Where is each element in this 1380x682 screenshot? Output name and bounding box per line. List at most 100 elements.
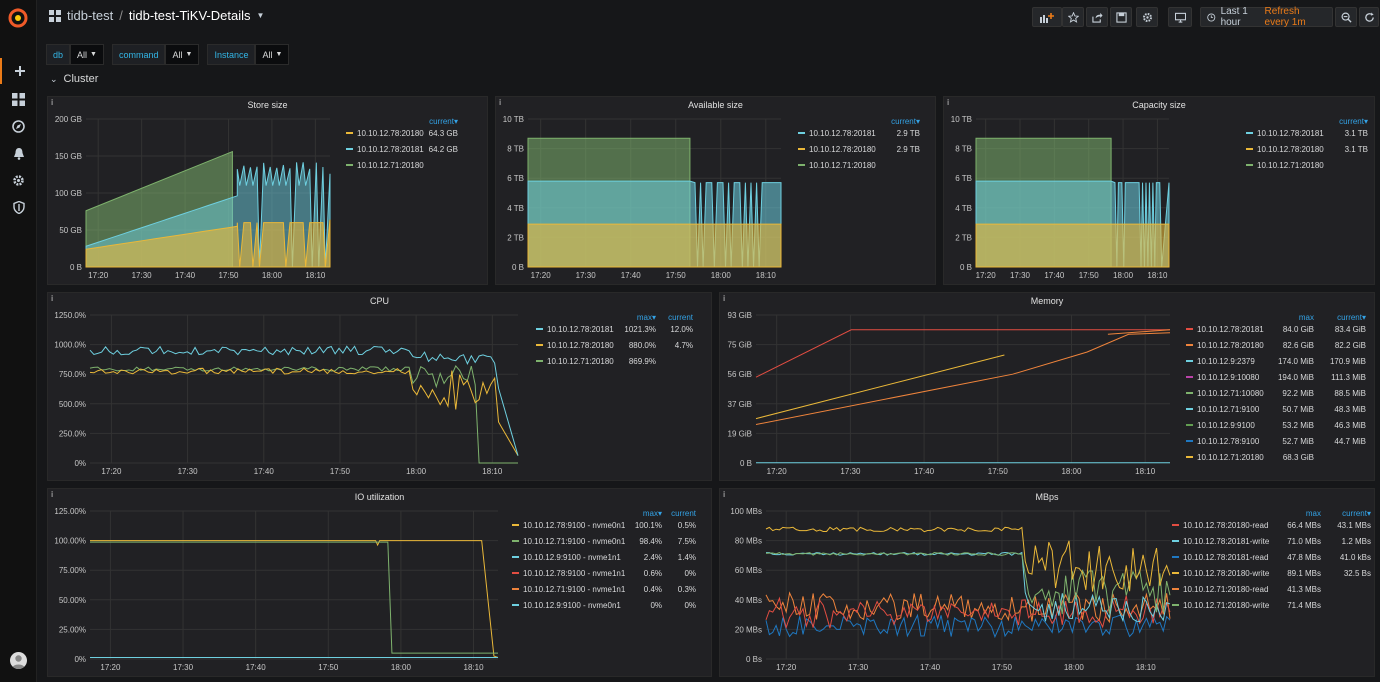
panel-title[interactable]: Available size	[688, 100, 743, 110]
panel-info-icon[interactable]: i	[947, 98, 950, 107]
dashboard-title[interactable]: tidb-test-TiKV-Details	[128, 8, 251, 23]
server-admin-shield-icon[interactable]	[0, 194, 37, 220]
panel-title[interactable]: MBps	[1035, 492, 1059, 502]
legend-item[interactable]: 10.10.12.71:20180 68.3 GiB	[1186, 449, 1372, 465]
legend-header-current[interactable]: current▾	[1337, 313, 1366, 322]
legend-swatch	[1186, 376, 1193, 378]
legend-item[interactable]: 10.10.12.71:20180-write 71.4 MBs	[1172, 597, 1372, 613]
refresh-button[interactable]	[1359, 7, 1379, 27]
legend-header-current[interactable]: current▾	[429, 117, 458, 126]
legend-item[interactable]: 10.10.12.71:20180	[346, 157, 485, 173]
legend-swatch	[798, 132, 805, 134]
panel-io: i IO utilization 125.00% 100.00% 75.00% 50.00…	[47, 488, 712, 677]
legend-swatch	[512, 540, 519, 542]
template-variables: db All ▼ command All ▼ Instance All ▼	[46, 44, 290, 65]
create-icon[interactable]	[0, 58, 37, 84]
legend-swatch	[1172, 540, 1179, 542]
panel-info-icon[interactable]: i	[51, 98, 54, 107]
explore-icon[interactable]	[0, 113, 37, 139]
x-tick-label: 18:10	[482, 467, 503, 476]
panel-info-icon[interactable]: i	[51, 490, 54, 499]
legend-swatch	[346, 164, 353, 166]
legend-item[interactable]: 10.10.12.78:20181 2.9 TB	[798, 125, 933, 141]
legend-item[interactable]: 10.10.12.71:20180-read 41.3 MBs	[1172, 581, 1372, 597]
breadcrumb-folder[interactable]: tidb-test	[67, 8, 114, 23]
variable-select[interactable]: All ▼	[255, 44, 290, 65]
legend-header-max[interactable]: max	[1305, 509, 1321, 518]
y-tick-label: 50.00%	[59, 596, 86, 605]
view-mode-button[interactable]	[1168, 7, 1192, 27]
legend-header-current[interactable]: current▾	[1342, 509, 1371, 518]
legend-header-current[interactable]: current	[668, 313, 693, 322]
legend-item[interactable]: 10.10.12.71:10080 92.2 MiB 88.5 MiB	[1186, 385, 1372, 401]
legend-item[interactable]: 10.10.12.78:20181 64.2 GB	[346, 141, 485, 157]
legend-item[interactable]: 10.10.12.9:9100 - nvme0n1 0% 0%	[512, 597, 709, 613]
legend-item[interactable]: 10.10.12.9:9100 - nvme1n1 2.4% 1.4%	[512, 549, 709, 565]
legend-value-max: 66.4 MBs	[1287, 520, 1321, 530]
time-picker-button[interactable]: Last 1 hour Refresh every 1m	[1200, 6, 1333, 28]
legend-header-max[interactable]: max	[1298, 313, 1314, 322]
legend-item[interactable]: 10.10.12.78:20181-write 71.0 MBs 1.2 MBs	[1172, 533, 1372, 549]
panel-legend: max▾ current 10.10.12.78:9100 - nvme0n1 100…	[512, 509, 709, 678]
star-dashboard-button[interactable]	[1062, 7, 1084, 27]
legend-item[interactable]: 10.10.12.71:9100 - nvme0n1 98.4% 7.5%	[512, 533, 709, 549]
legend-item[interactable]: 10.10.12.78:9100 - nvme0n1 100.1% 0.5%	[512, 517, 709, 533]
panel-info-icon[interactable]: i	[499, 98, 502, 107]
variable-select[interactable]: All ▼	[165, 44, 200, 65]
series-line	[90, 541, 498, 654]
legend-item[interactable]: 10.10.12.78:20180 2.9 TB	[798, 141, 933, 157]
legend-item[interactable]: 10.10.12.71:20180 869.9%	[536, 353, 709, 369]
legend-item[interactable]: 10.10.12.78:20181 3.1 TB	[1246, 125, 1372, 141]
legend-item[interactable]: 10.10.12.71:20180	[798, 157, 933, 173]
legend-item[interactable]: 10.10.12.78:20180 3.1 TB	[1246, 141, 1372, 157]
alerting-bell-icon[interactable]	[0, 140, 37, 166]
legend-header-max[interactable]: max▾	[636, 313, 656, 322]
grafana-logo-icon[interactable]	[7, 6, 29, 28]
legend-item[interactable]: 10.10.12.78:20180 880.0% 4.7%	[536, 337, 709, 353]
variable-select[interactable]: All ▼	[70, 44, 104, 65]
legend-item[interactable]: 10.10.12.78:9100 - nvme1n1 0.6% 0%	[512, 565, 709, 581]
legend-item[interactable]: 10.10.12.78:20181 84.0 GiB 83.4 GiB	[1186, 321, 1372, 337]
configuration-gear-icon[interactable]	[0, 167, 37, 193]
share-dashboard-button[interactable]	[1086, 7, 1108, 27]
legend-header-max[interactable]: max▾	[642, 509, 662, 518]
legend-item[interactable]: 10.10.12.78:20181-read 47.8 MBs 41.0 kBs	[1172, 549, 1372, 565]
add-panel-button[interactable]	[1032, 7, 1062, 27]
panel-title[interactable]: Memory	[1030, 296, 1064, 306]
legend-item[interactable]: 10.10.12.78:9100 52.7 MiB 44.7 MiB	[1186, 433, 1372, 449]
panel-legend: current▾ 10.10.12.78:20181 3.1 TB 10.10.12.…	[1246, 117, 1372, 286]
row-cluster[interactable]: ⌄ Cluster	[50, 73, 98, 85]
legend-item[interactable]: 10.10.12.71:9100 - nvme1n1 0.4% 0.3%	[512, 581, 709, 597]
panel-title[interactable]: IO utilization	[354, 492, 405, 502]
zoom-out-button[interactable]	[1335, 7, 1357, 27]
dashboard-settings-button[interactable]	[1136, 7, 1158, 27]
legend-header-current[interactable]: current	[671, 509, 696, 518]
save-dashboard-button[interactable]	[1110, 7, 1132, 27]
legend-header-current[interactable]: current▾	[891, 117, 920, 126]
legend-item[interactable]: 10.10.12.9:9100 53.2 MiB 46.3 MiB	[1186, 417, 1372, 433]
legend-item[interactable]: 10.10.12.71:9100 50.7 MiB 48.3 MiB	[1186, 401, 1372, 417]
series-line	[89, 367, 519, 456]
panel-info-icon[interactable]: i	[51, 294, 54, 303]
panel-title[interactable]: CPU	[369, 296, 389, 306]
x-tick-label: 17:50	[1079, 271, 1100, 280]
panel-title[interactable]: Store size	[247, 100, 288, 110]
panel-info-icon[interactable]: i	[723, 490, 726, 499]
series-area	[85, 219, 331, 268]
legend-value-max: 52.7 MiB	[1282, 436, 1314, 446]
legend-item[interactable]: 10.10.12.78:20180 64.3 GB	[346, 125, 485, 141]
legend-item[interactable]: 10.10.12.78:20180-write 89.1 MBs 32.5 Bs	[1172, 565, 1372, 581]
user-avatar-icon[interactable]	[10, 652, 27, 669]
panel-info-icon[interactable]: i	[723, 294, 726, 303]
legend-header-current[interactable]: current▾	[1339, 117, 1368, 126]
chevron-down-icon[interactable]: ▼	[256, 11, 265, 20]
dashboards-icon[interactable]	[0, 86, 37, 112]
panel-title[interactable]: Capacity size	[1132, 100, 1186, 110]
legend-item[interactable]: 10.10.12.9:10080 194.0 MiB 111.3 MiB	[1186, 369, 1372, 385]
legend-item[interactable]: 10.10.12.78:20181 1021.3% 12.0%	[536, 321, 709, 337]
legend-item[interactable]: 10.10.12.71:20180	[1246, 157, 1372, 173]
legend-item[interactable]: 10.10.12.78:20180 82.6 GiB 82.2 GiB	[1186, 337, 1372, 353]
legend-item[interactable]: 10.10.12.9:2379 174.0 MiB 170.9 MiB	[1186, 353, 1372, 369]
legend-item[interactable]: 10.10.12.78:20180-read 66.4 MBs 43.1 MBs	[1172, 517, 1372, 533]
